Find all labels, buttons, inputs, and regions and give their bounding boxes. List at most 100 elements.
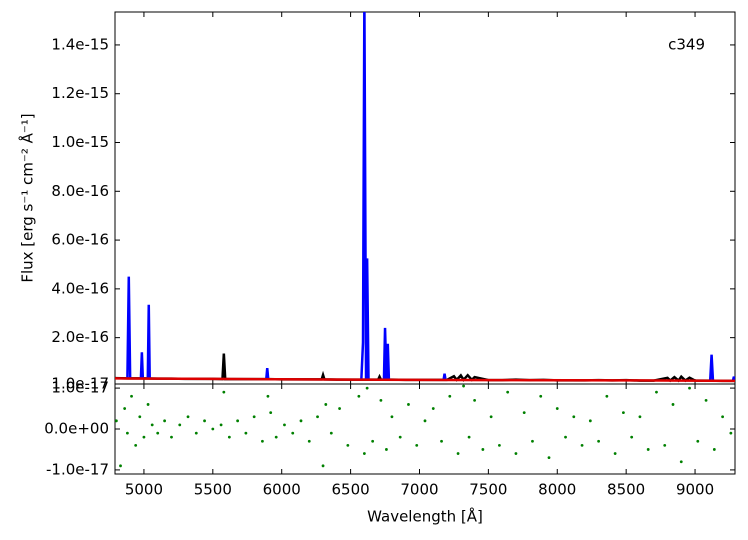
residual-point [316, 415, 319, 419]
residual-point [283, 423, 286, 427]
residual-point [448, 394, 452, 398]
residual-point [274, 435, 278, 439]
residual-point [357, 394, 361, 398]
residual-point [307, 439, 311, 443]
residual-point [630, 435, 634, 439]
y-tick-label: -1.0e-17 [46, 460, 109, 478]
residual-point [146, 403, 150, 406]
y-tick-label: 1.2e-15 [51, 84, 109, 102]
x-tick-label: 6000 [263, 481, 301, 499]
residual-point [407, 403, 410, 406]
residual-point [371, 439, 375, 443]
residual-point [123, 407, 127, 410]
residual-point [321, 464, 325, 468]
residual-point [156, 431, 160, 435]
annotation: c349 [668, 36, 705, 54]
y-tick-label: 8.0e-16 [51, 182, 109, 200]
residual-point [655, 390, 658, 394]
residual-point [522, 411, 526, 415]
residual-point [462, 384, 465, 388]
residual-point [696, 439, 700, 443]
residual-point [222, 390, 226, 394]
residual-point [580, 443, 584, 447]
residual-point [712, 448, 716, 451]
residual-point [362, 452, 366, 455]
residual-point [186, 415, 190, 419]
x-tick-label: 8000 [538, 481, 576, 499]
residual-point [227, 435, 231, 439]
residual-point [126, 431, 129, 435]
residual-point [514, 452, 518, 455]
y-tick-label: 2.0e-16 [51, 328, 109, 346]
residual-point [142, 435, 146, 439]
spectrum-line [115, 377, 735, 383]
y-axis-label: Flux [erg s⁻¹ cm⁻² Å⁻¹] [18, 113, 37, 282]
residual-point [531, 439, 534, 443]
residual-point [365, 386, 369, 390]
residual-point [555, 407, 559, 410]
residual-point [119, 464, 122, 468]
residual-point [329, 431, 333, 435]
residual-point [150, 423, 154, 427]
residual-point [219, 423, 223, 427]
x-tick-label: 9000 [676, 481, 714, 499]
residual-point [423, 419, 427, 423]
residual-point [498, 443, 501, 447]
y-tick-label: 6.0e-16 [51, 231, 109, 249]
x-tick-label: 5000 [125, 481, 163, 499]
x-axis-label: Wavelength [Å] [367, 507, 483, 526]
residual-point [346, 443, 350, 447]
residual-point [379, 398, 383, 402]
spectrum-line [115, 353, 735, 383]
residual-point [506, 390, 510, 394]
residual-point [291, 431, 295, 435]
residual-point [252, 415, 256, 419]
residual-point [663, 443, 667, 447]
residual-point [489, 415, 493, 419]
residual-point [390, 415, 394, 419]
residual-point [398, 435, 402, 439]
residual-point [564, 435, 567, 439]
residual-point [338, 407, 341, 410]
residual-point [613, 452, 617, 455]
x-tick-label: 7000 [400, 481, 438, 499]
residual-point [415, 443, 419, 447]
residual-point [481, 448, 485, 451]
residual-point [385, 448, 388, 451]
x-tick-label: 7500 [469, 481, 507, 499]
residual-point [299, 419, 303, 423]
residual-point [261, 439, 264, 443]
residual-point [440, 439, 443, 443]
residual-point [729, 431, 733, 435]
residual-point [130, 394, 133, 398]
residual-point [473, 398, 476, 402]
residual-point [646, 448, 650, 451]
residual-point [194, 431, 198, 435]
residual-point [431, 407, 435, 410]
residual-point [178, 423, 182, 427]
residual-point [266, 394, 270, 398]
x-tick-label: 5500 [194, 481, 232, 499]
residual-point [203, 419, 206, 423]
residual-point [456, 452, 460, 455]
residual-point [236, 419, 240, 423]
residual-point [605, 394, 609, 398]
residual-point [269, 411, 273, 415]
y-tick-label: 0.0e+00 [44, 420, 109, 438]
x-tick-label: 8500 [607, 481, 645, 499]
y-tick-label: 1.0e-17 [51, 379, 109, 397]
residual-point [588, 419, 592, 423]
plot-frame [114, 383, 736, 475]
residual-point [539, 394, 543, 398]
residual-point [572, 415, 576, 419]
spectrum-line [126, 12, 735, 382]
residual-point [211, 427, 215, 431]
residual-point [114, 419, 118, 423]
y-tick-label: 1.4e-15 [51, 35, 109, 53]
residual-point [679, 460, 683, 464]
y-tick-label: 4.0e-16 [51, 279, 109, 297]
residual-point [721, 415, 724, 419]
residual-point [688, 386, 691, 390]
residual-point [622, 411, 625, 415]
